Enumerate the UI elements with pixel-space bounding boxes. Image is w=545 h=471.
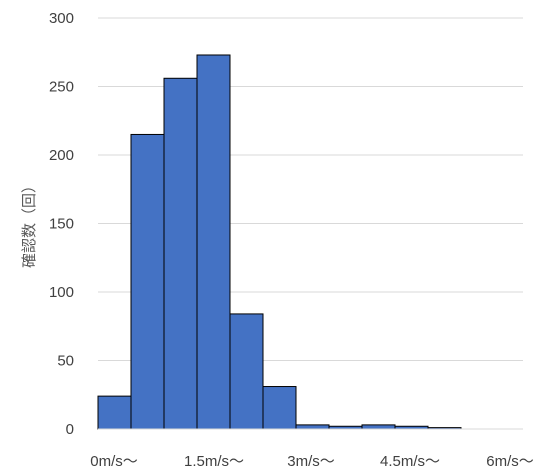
y-tick-label: 200 (49, 147, 74, 164)
x-tick-label: 1.5m/s〜 (184, 453, 244, 470)
histogram-bar (130, 133, 165, 430)
y-tick-label: 100 (49, 284, 74, 301)
y-tick-label: 50 (57, 353, 74, 370)
x-tick-label: 4.5m/s〜 (380, 453, 440, 470)
x-axis-ticks: 0m/s〜 1.5m/s〜 3m/s〜 4.5m/s〜 6m/s〜 (90, 453, 534, 470)
bars (97, 54, 462, 430)
y-tick-label: 150 (49, 216, 74, 233)
x-tick-label: 6m/s〜 (486, 453, 534, 470)
x-tick-label: 3m/s〜 (287, 453, 335, 470)
y-tick-label: 300 (49, 10, 74, 27)
y-tick-label: 0 (66, 421, 74, 438)
histogram-bar (163, 77, 198, 430)
y-axis-label: 確認数（回） (21, 178, 38, 268)
histogram-bar (229, 313, 264, 430)
y-axis-ticks: 0 50 100 150 200 250 300 (49, 10, 74, 438)
histogram-bar (262, 386, 297, 430)
histogram-bar (295, 424, 330, 430)
histogram-bar (97, 395, 132, 430)
histogram-bar (196, 54, 231, 430)
y-tick-label: 250 (49, 79, 74, 96)
histogram-bar (361, 424, 396, 430)
x-tick-label: 0m/s〜 (90, 453, 138, 470)
